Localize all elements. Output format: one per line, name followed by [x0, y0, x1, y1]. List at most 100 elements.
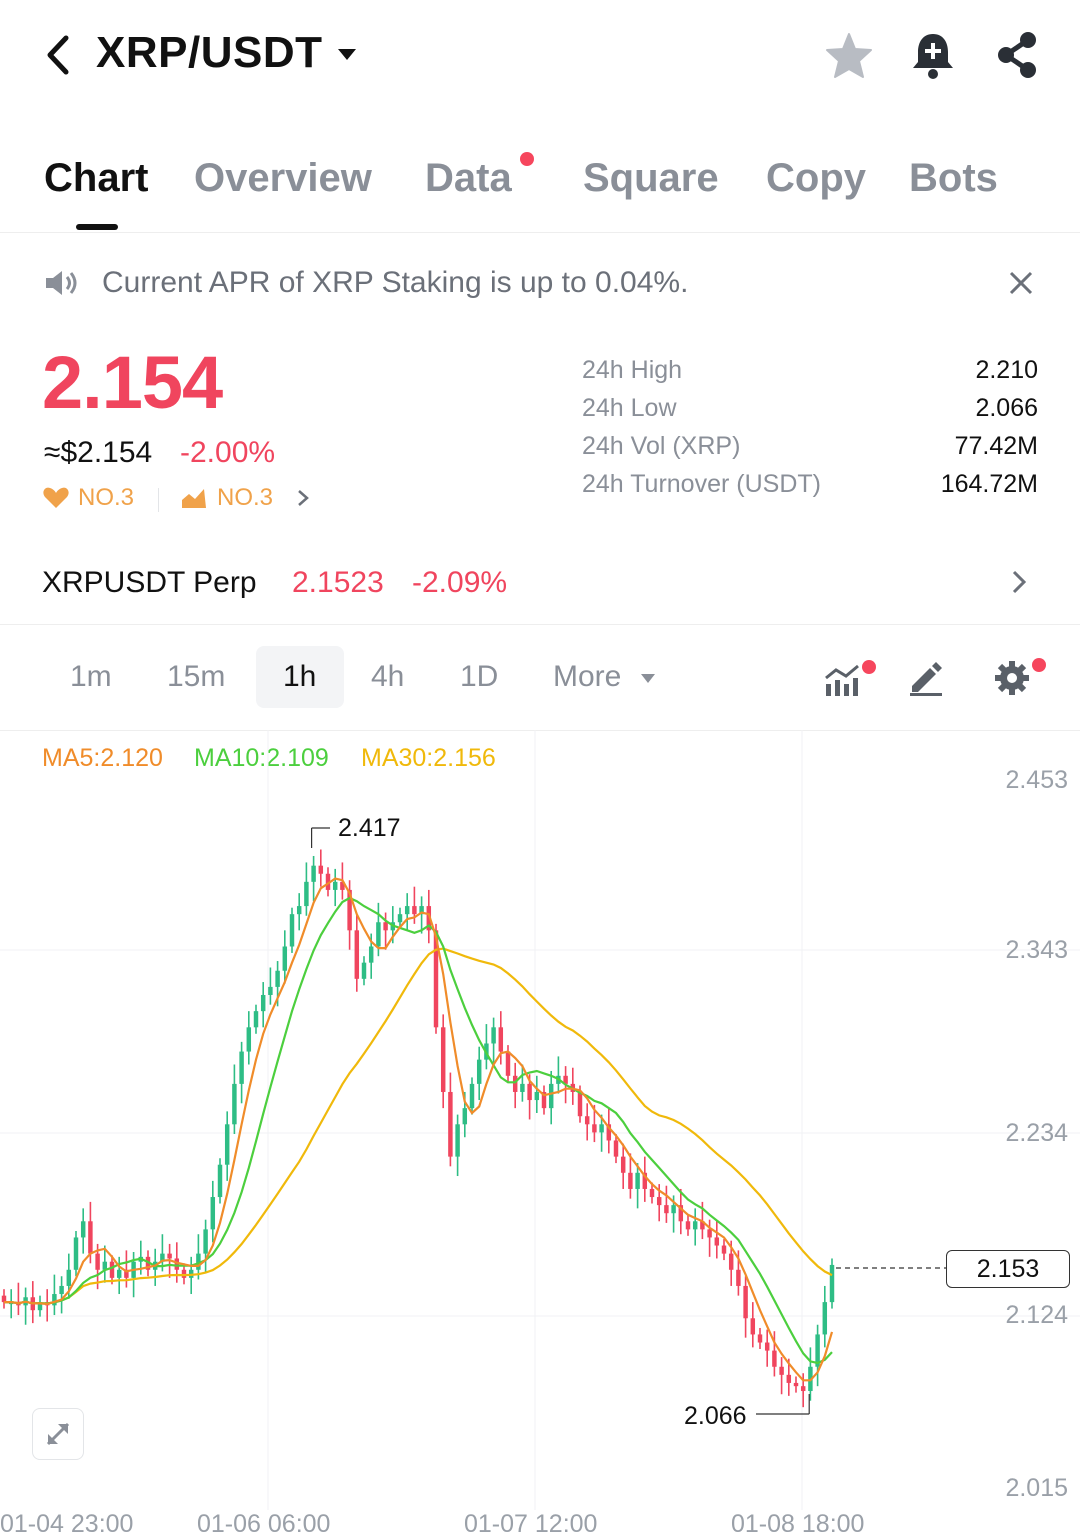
candle [419, 906, 424, 915]
x-tick-label: 01-06 06:00 [197, 1510, 331, 1538]
candle [664, 1205, 669, 1214]
pencil-icon[interactable] [908, 660, 944, 696]
settings-gear-icon[interactable] [994, 660, 1030, 696]
candle [253, 1011, 259, 1028]
announcement-banner[interactable]: Current APR of XRP Staking is up to 0.04… [0, 240, 1080, 330]
ma10-label: MA10:2.109 [194, 744, 329, 772]
interval-1d[interactable]: 1D [460, 660, 499, 693]
candle [743, 1285, 748, 1319]
stat-value-low: 2.066 [975, 394, 1038, 422]
perp-name: XRPUSDT Perp [42, 566, 257, 599]
gainer-chart-icon [182, 489, 206, 508]
candle [95, 1253, 100, 1270]
stat-label-low: 24h Low [582, 394, 677, 422]
candle [167, 1253, 172, 1259]
candle [426, 906, 432, 931]
candle [534, 1091, 540, 1101]
candle [656, 1197, 662, 1206]
speaker-icon [46, 271, 77, 295]
tab-data[interactable]: Data [425, 156, 512, 200]
fullscreen-button[interactable] [32, 1408, 84, 1460]
candle [772, 1350, 777, 1367]
close-icon[interactable] [1008, 270, 1034, 296]
y-tick-label: 2.234 [1005, 1119, 1068, 1147]
ma30-label: MA30:2.156 [361, 744, 496, 772]
perp-row[interactable]: XRPUSDT Perp 2.1523 -2.09% [0, 540, 1080, 624]
indicator-icon[interactable] [824, 662, 864, 696]
interval-1h[interactable]: 1h [283, 660, 317, 693]
candle [160, 1253, 165, 1262]
candle [491, 1027, 496, 1044]
tab-chart[interactable]: Chart [44, 156, 149, 200]
candle [347, 889, 352, 931]
notification-dot [1032, 658, 1046, 672]
interval-15m[interactable]: 15m [167, 660, 226, 693]
candle [88, 1221, 93, 1254]
candle [563, 1075, 568, 1084]
candle [325, 873, 331, 890]
chevron-right-icon[interactable] [296, 488, 310, 508]
candlestick-chart[interactable] [0, 730, 1080, 1510]
notification-dot [862, 660, 876, 674]
candle [685, 1221, 691, 1230]
candle [757, 1334, 763, 1343]
interval-4h[interactable]: 4h [371, 660, 405, 693]
interval-selected-bg [256, 646, 344, 708]
candle [203, 1229, 208, 1254]
hot-rank[interactable]: NO.3 [78, 484, 135, 511]
candle [642, 1172, 648, 1189]
candle [66, 1269, 72, 1286]
ma5-label: MA5:2.120 [42, 744, 163, 772]
candle [145, 1256, 151, 1270]
interval-more[interactable]: More [553, 660, 622, 693]
banner-text: Current APR of XRP Staking is up to 0.04… [102, 266, 689, 299]
tab-copy[interactable]: Copy [766, 156, 866, 200]
candle [376, 922, 381, 947]
notification-dot [520, 152, 534, 166]
candle [829, 1264, 835, 1303]
tab-overview[interactable]: Overview [194, 156, 372, 200]
candle [462, 1108, 468, 1125]
candle [116, 1269, 122, 1278]
candle [73, 1237, 79, 1270]
candle [52, 1294, 57, 1306]
candle [800, 1386, 806, 1392]
x-tick-label: 01-04 23:00 [0, 1510, 134, 1538]
stat-label-high: 24h High [582, 356, 683, 384]
candle [678, 1205, 684, 1222]
candle [1, 1295, 7, 1303]
y-tick-label: 2.124 [1005, 1301, 1068, 1329]
candle [584, 1116, 590, 1125]
candle [361, 962, 367, 979]
ma5-line [4, 877, 834, 1382]
candle [498, 1027, 504, 1052]
candle [397, 914, 403, 923]
stat-value-turnover: 164.72M [940, 470, 1038, 498]
caret-down-icon[interactable] [336, 46, 358, 62]
tab-square[interactable]: Square [583, 156, 719, 200]
hot-heart-icon [43, 487, 69, 508]
share-icon[interactable] [994, 30, 1040, 80]
y-tick-label: 2.343 [1005, 936, 1068, 964]
section-divider [0, 624, 1080, 625]
candle [440, 1027, 446, 1092]
expand-icon [46, 1422, 70, 1446]
gainer-rank[interactable]: NO.3 [217, 484, 274, 511]
tab-bots[interactable]: Bots [909, 156, 998, 200]
candle [109, 1261, 115, 1278]
candle [505, 1051, 511, 1076]
candle [692, 1221, 698, 1230]
pair-title[interactable]: XRP/USDT [96, 28, 323, 77]
candle [750, 1318, 756, 1335]
candle [174, 1258, 180, 1270]
candle [354, 930, 360, 979]
y-tick-label: 2.453 [1005, 766, 1068, 794]
caret-down-icon[interactable] [640, 672, 656, 684]
bell-plus-icon[interactable] [910, 30, 956, 80]
star-icon[interactable] [824, 32, 874, 80]
candle [246, 1027, 252, 1052]
interval-1m[interactable]: 1m [70, 660, 112, 693]
candle [210, 1197, 216, 1230]
back-icon[interactable] [40, 32, 80, 78]
candle [700, 1221, 705, 1230]
